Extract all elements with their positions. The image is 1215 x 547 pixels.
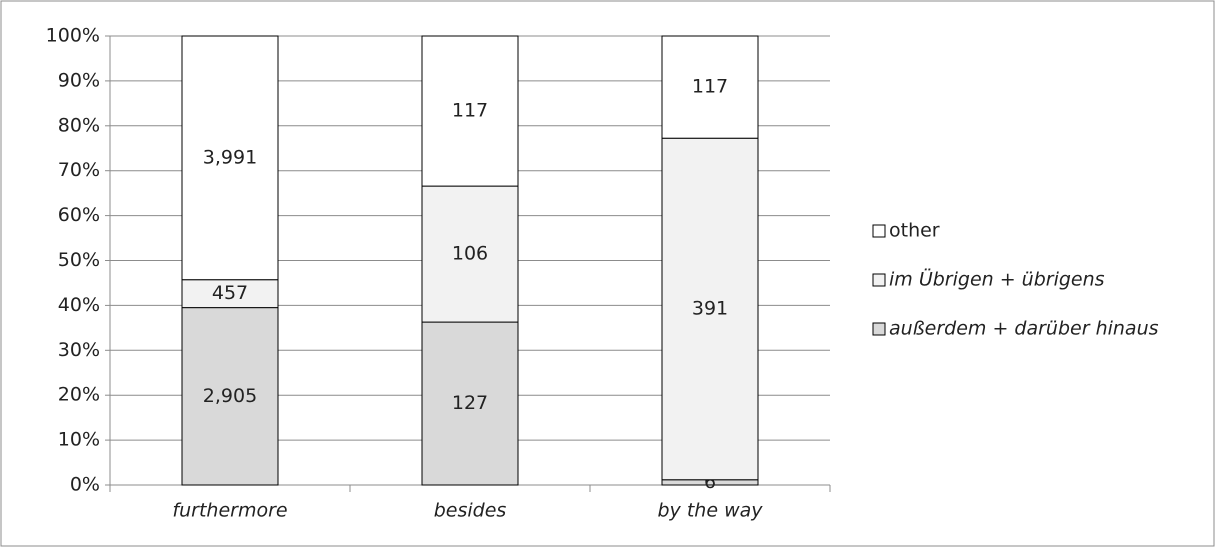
bar-segment	[661, 137, 759, 481]
legend-label: other	[889, 220, 940, 242]
bar-segment	[421, 185, 519, 323]
value-label: 127	[452, 392, 488, 414]
legend-swatch	[872, 273, 886, 287]
value-label: 117	[452, 100, 488, 122]
y-tick-label: 100%	[46, 25, 100, 47]
bar-segment	[181, 35, 279, 281]
x-tick-label: furthermore	[172, 500, 287, 522]
bar-segment	[421, 35, 519, 187]
y-tick-label: 20%	[58, 384, 100, 406]
legend-label: im Übrigen + übrigens	[889, 268, 1105, 291]
y-tick-label: 60%	[58, 204, 100, 226]
bar-segment	[181, 307, 279, 486]
value-label: 2,905	[203, 385, 257, 407]
x-tick-label: besides	[434, 500, 507, 522]
value-label: 3,991	[203, 146, 257, 168]
y-tick-label: 90%	[58, 69, 100, 91]
value-label: 457	[212, 282, 248, 304]
y-tick-label: 40%	[58, 294, 100, 316]
y-tick-label: 30%	[58, 339, 100, 361]
y-tick-label: 50%	[58, 249, 100, 271]
y-tick-label: 10%	[58, 429, 100, 451]
value-label: 117	[692, 76, 728, 98]
value-label: 106	[452, 243, 488, 265]
y-tick-label: 70%	[58, 159, 100, 181]
bar-segment	[661, 35, 759, 139]
legend-swatch	[872, 322, 886, 336]
legend-label: außerdem + darüber hinaus	[889, 318, 1159, 340]
value-label: 391	[692, 297, 728, 319]
legend-swatch	[872, 224, 886, 238]
bar-segment	[421, 321, 519, 486]
bar-segment	[181, 279, 279, 309]
x-tick-label: by the way	[658, 500, 764, 522]
y-tick-label: 80%	[58, 114, 100, 136]
y-tick-label: 0%	[70, 474, 100, 496]
